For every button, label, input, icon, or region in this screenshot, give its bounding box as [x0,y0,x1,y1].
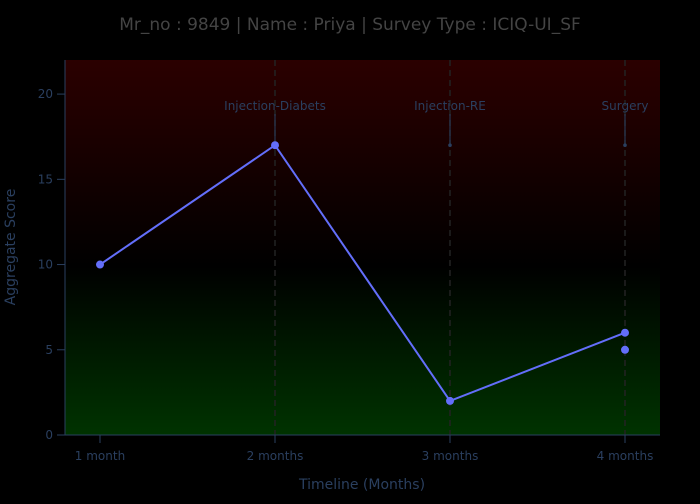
data-point [271,141,279,150]
y-tick-label: 5 [45,343,53,357]
event-markers: Injection-Diabets Injection-RE Surgery [224,60,648,435]
data-point [446,396,454,405]
x-tick-label: 4 months [597,449,654,463]
chart-title: Mr_no : 9849 | Name : Priya | Survey Typ… [119,15,581,35]
data-point [621,328,629,337]
y-tick-label: 15 [38,172,53,186]
y-tick-label: 10 [38,258,53,272]
axes: 0 5 10 15 20 1 month 2 months 3 months 4 months [38,60,660,463]
y-tick-label: 0 [45,428,53,442]
event-label: Injection-RE [414,99,486,113]
x-tick-label: 1 month [75,449,125,463]
y-axis-label: Aggregate Score [3,189,19,306]
event-arrow-head [623,143,627,148]
event-arrow-head [448,143,452,148]
series-polyline [99,143,626,403]
series-line [96,141,629,405]
event-label: Surgery [602,99,649,113]
data-point-extra [621,345,629,354]
data-point [96,260,104,269]
x-axis-label: Timeline (Months) [298,477,425,493]
x-tick-label: 2 months [247,449,304,463]
y-tick-label: 20 [38,87,53,101]
x-tick-label: 3 months [422,449,479,463]
plot-area [65,60,660,435]
event-label: Injection-Diabets [224,99,326,113]
